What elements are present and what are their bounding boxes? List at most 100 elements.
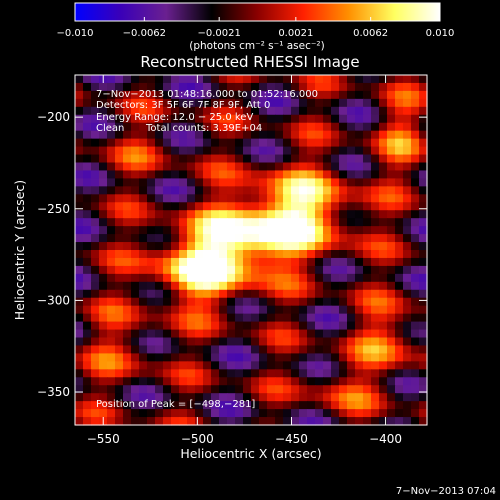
heatmap-cell bbox=[371, 385, 380, 394]
heatmap-cell bbox=[203, 305, 212, 315]
heatmap-cell bbox=[419, 210, 428, 219]
heatmap-cell bbox=[419, 114, 428, 124]
heatmap-cell bbox=[235, 265, 244, 275]
heatmap-cell bbox=[403, 146, 412, 156]
heatmap-cell bbox=[115, 313, 124, 323]
heatmap-cell bbox=[115, 202, 124, 211]
heatmap-cell bbox=[331, 82, 340, 92]
heatmap-cell bbox=[147, 281, 156, 291]
heatmap-cell bbox=[115, 170, 124, 179]
heatmap-cell bbox=[243, 114, 252, 124]
heatmap-cell bbox=[315, 210, 324, 219]
heatmap-cell bbox=[403, 162, 412, 172]
heatmap-cell bbox=[395, 409, 404, 418]
heatmap-cell bbox=[91, 234, 100, 243]
heatmap-cell bbox=[171, 162, 180, 172]
heatmap-cell bbox=[283, 273, 292, 283]
heatmap-cell bbox=[91, 130, 100, 140]
heatmap-cell bbox=[339, 281, 348, 291]
heatmap-cell bbox=[411, 130, 420, 140]
heatmap-cell bbox=[83, 273, 92, 283]
heatmap-cell bbox=[243, 146, 252, 156]
heatmap-cell bbox=[75, 345, 84, 354]
heatmap-cell bbox=[331, 361, 340, 370]
heatmap-cell bbox=[395, 242, 404, 251]
heatmap-cell bbox=[171, 257, 180, 267]
heatmap-cell bbox=[363, 401, 372, 410]
heatmap-cell bbox=[171, 202, 180, 211]
heatmap-cell bbox=[83, 337, 92, 347]
heatmap-cell bbox=[299, 281, 308, 291]
heatmap-cell bbox=[251, 98, 260, 108]
heatmap-cell bbox=[235, 146, 244, 156]
heatmap-cell bbox=[315, 417, 324, 426]
heatmap-cell bbox=[339, 98, 348, 108]
heatmap-cell bbox=[291, 393, 300, 402]
heatmap-cell bbox=[99, 242, 108, 251]
heatmap-cell bbox=[219, 377, 228, 386]
heatmap-cell bbox=[251, 194, 260, 203]
heatmap-cell bbox=[155, 138, 164, 148]
heatmap-cell bbox=[411, 106, 420, 116]
heatmap-cell bbox=[275, 98, 284, 108]
heatmap-cell bbox=[203, 353, 212, 362]
heatmap-cell bbox=[163, 345, 172, 354]
heatmap-cell bbox=[75, 75, 84, 84]
heatmap-cell bbox=[123, 313, 132, 323]
heatmap-cell bbox=[307, 393, 316, 402]
heatmap-cell bbox=[419, 186, 428, 195]
heatmap-cell bbox=[131, 242, 140, 251]
heatmap-cell bbox=[179, 257, 188, 267]
heatmap-cell bbox=[307, 130, 316, 140]
heatmap-cell bbox=[251, 329, 260, 339]
heatmap-cell bbox=[347, 393, 356, 402]
heatmap-cell bbox=[323, 337, 332, 347]
heatmap-cell bbox=[251, 257, 260, 267]
heatmap-cell bbox=[139, 337, 148, 347]
heatmap-cell bbox=[243, 90, 252, 100]
heatmap-cell bbox=[107, 305, 116, 315]
heatmap-cell bbox=[227, 162, 236, 172]
heatmap-cell bbox=[355, 186, 364, 195]
heatmap-cell bbox=[83, 90, 92, 100]
heatmap-cell bbox=[123, 226, 132, 235]
heatmap-cell bbox=[347, 186, 356, 195]
heatmap-cell bbox=[75, 305, 84, 315]
heatmap-cell bbox=[187, 401, 196, 410]
heatmap-cell bbox=[299, 82, 308, 92]
heatmap-cell bbox=[323, 409, 332, 418]
heatmap-cell bbox=[251, 361, 260, 370]
heatmap-cell bbox=[323, 218, 332, 227]
heatmap-cell bbox=[307, 162, 316, 172]
heatmap-cell bbox=[259, 122, 268, 132]
heatmap-cell bbox=[219, 273, 228, 283]
heatmap-cell bbox=[419, 138, 428, 148]
heatmap-cell bbox=[339, 186, 348, 195]
heatmap-cell bbox=[155, 369, 164, 378]
heatmap-cell bbox=[195, 345, 204, 354]
heatmap-cell bbox=[371, 154, 380, 164]
heatmap-cell bbox=[155, 218, 164, 227]
heatmap-cell bbox=[219, 186, 228, 195]
heatmap-cell bbox=[403, 265, 412, 275]
heatmap-cell bbox=[403, 281, 412, 291]
heatmap-cell bbox=[203, 178, 212, 187]
heatmap-cell bbox=[83, 369, 92, 378]
heatmap-cell bbox=[179, 170, 188, 179]
heatmap-cell bbox=[307, 146, 316, 156]
heatmap-cell bbox=[323, 202, 332, 211]
heatmap-cell bbox=[107, 146, 116, 156]
heatmap-cell bbox=[347, 369, 356, 378]
heatmap-cell bbox=[355, 82, 364, 92]
heatmap-cell bbox=[227, 234, 236, 243]
heatmap-cell bbox=[355, 377, 364, 386]
heatmap-cell bbox=[395, 130, 404, 140]
heatmap-cell bbox=[179, 385, 188, 394]
heatmap-cell bbox=[259, 218, 268, 227]
heatmap-cell bbox=[171, 329, 180, 339]
heatmap-cell bbox=[211, 202, 220, 211]
heatmap-cell bbox=[179, 186, 188, 195]
heatmap-cell bbox=[91, 353, 100, 362]
heatmap-cell bbox=[299, 98, 308, 108]
heatmap-cell bbox=[195, 250, 204, 259]
